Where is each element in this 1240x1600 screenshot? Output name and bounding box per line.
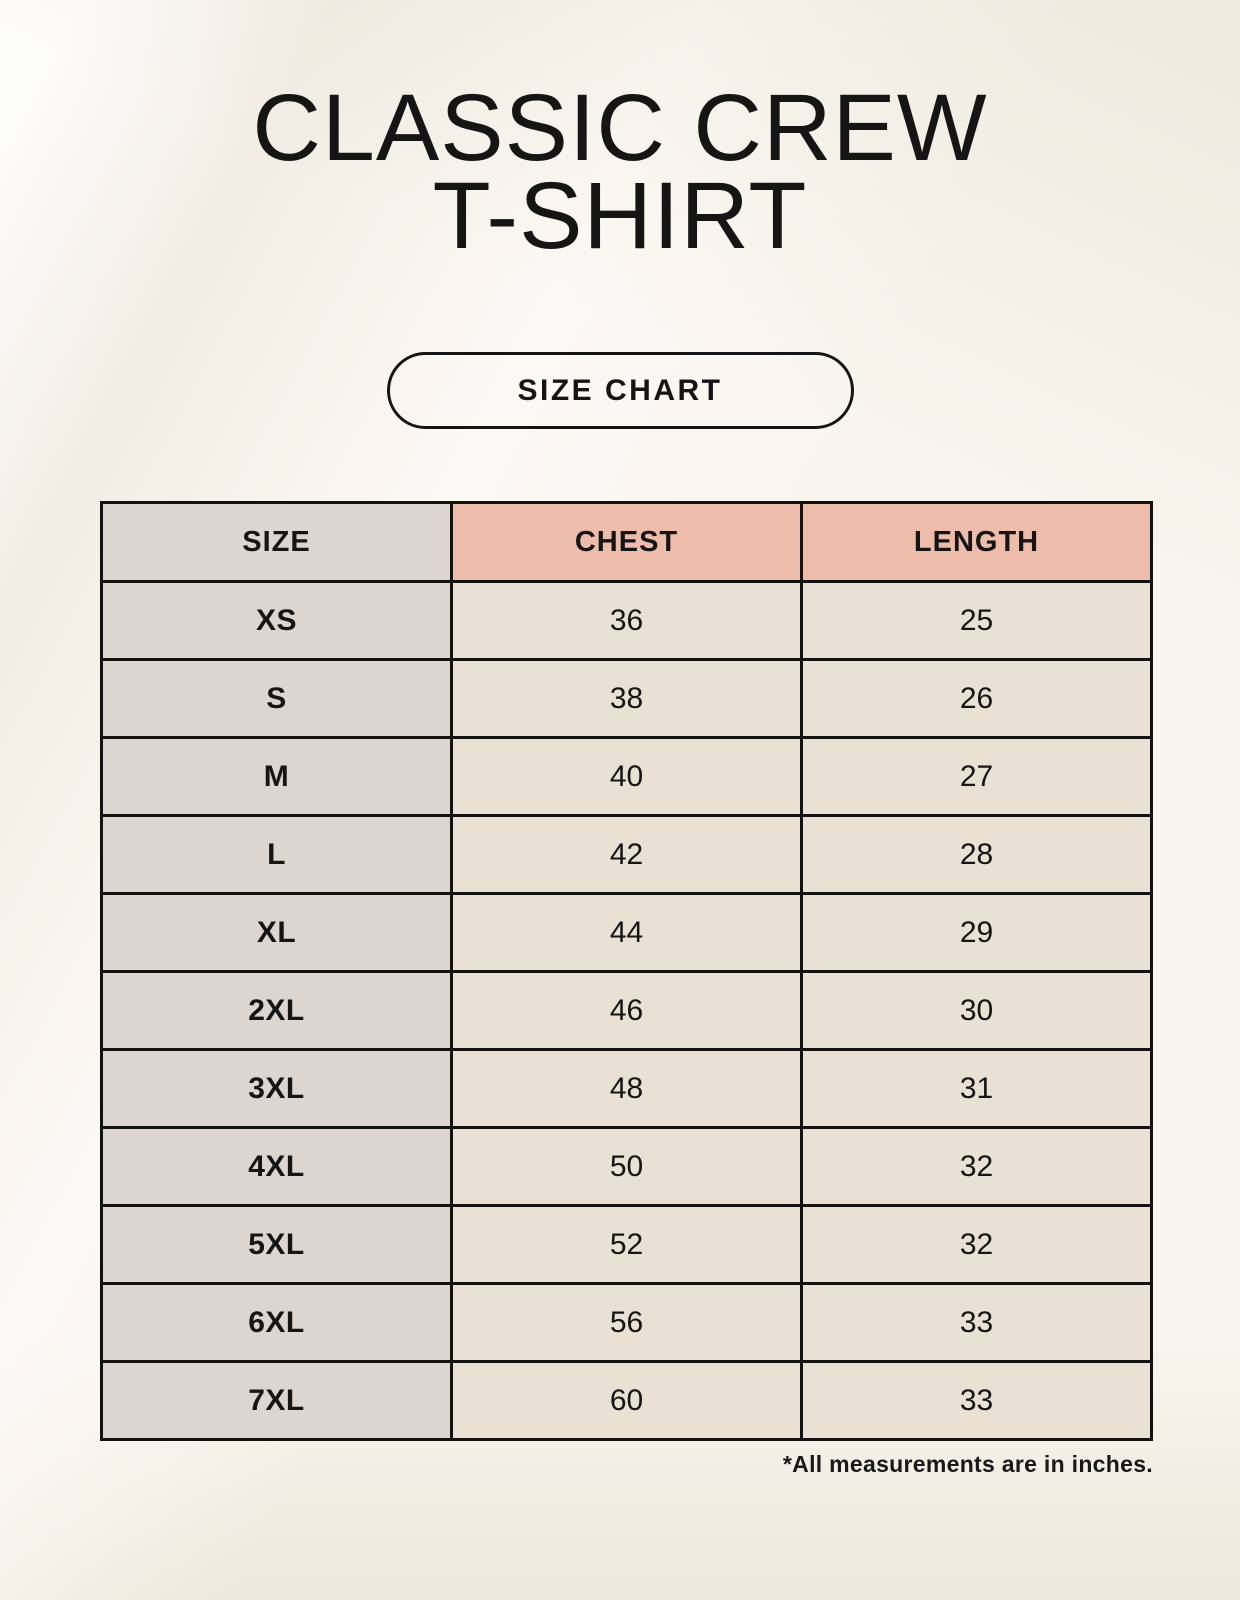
size-chart-button-label: SIZE CHART bbox=[517, 373, 723, 407]
chest-cell: 60 bbox=[450, 1360, 803, 1441]
chest-cell: 42 bbox=[450, 814, 803, 895]
size-cell: 7XL bbox=[100, 1360, 453, 1441]
size-chart-table-head: SIZE CHEST LENGTH bbox=[100, 501, 1153, 583]
table-row: XS 36 25 bbox=[100, 580, 1153, 661]
length-cell: 32 bbox=[800, 1204, 1153, 1285]
table-row: L 42 28 bbox=[100, 814, 1153, 895]
chest-cell: 52 bbox=[450, 1204, 803, 1285]
size-cell: XS bbox=[100, 580, 453, 661]
chest-cell: 46 bbox=[450, 970, 803, 1051]
size-cell: XL bbox=[100, 892, 453, 973]
column-header-size: SIZE bbox=[100, 501, 453, 583]
column-header-chest: CHEST bbox=[450, 501, 803, 583]
chest-cell: 38 bbox=[450, 658, 803, 739]
length-cell: 25 bbox=[800, 580, 1153, 661]
length-cell: 30 bbox=[800, 970, 1153, 1051]
length-cell: 32 bbox=[800, 1126, 1153, 1207]
size-cell: 6XL bbox=[100, 1282, 453, 1363]
table-row: 6XL 56 33 bbox=[100, 1282, 1153, 1363]
length-cell: 29 bbox=[800, 892, 1153, 973]
size-chart-button[interactable]: SIZE CHART bbox=[386, 352, 854, 429]
table-row: S 38 26 bbox=[100, 658, 1153, 739]
page-title-line1: CLASSIC CREW bbox=[252, 75, 988, 181]
size-cell: 5XL bbox=[100, 1204, 453, 1285]
size-cell: 4XL bbox=[100, 1126, 453, 1207]
table-row: 5XL 52 32 bbox=[100, 1204, 1153, 1285]
chest-cell: 56 bbox=[450, 1282, 803, 1363]
length-cell: 28 bbox=[800, 814, 1153, 895]
size-cell: L bbox=[100, 814, 453, 895]
size-cell: S bbox=[100, 658, 453, 739]
size-cell: M bbox=[100, 736, 453, 817]
size-cell: 2XL bbox=[100, 970, 453, 1051]
table-row: M 40 27 bbox=[100, 736, 1153, 817]
table-row: XL 44 29 bbox=[100, 892, 1153, 973]
length-cell: 27 bbox=[800, 736, 1153, 817]
page-title: CLASSIC CREW T-SHIRT bbox=[0, 0, 1240, 269]
column-header-length: LENGTH bbox=[800, 501, 1153, 583]
length-cell: 26 bbox=[800, 658, 1153, 739]
size-chart-table: SIZE CHEST LENGTH XS 36 25 S 38 26 M 40 27 L 42 28 XL 4… bbox=[100, 501, 1153, 1441]
size-chart-table-body: XS 36 25 S 38 26 M 40 27 L 42 28 XL 44 29 2XL 46 30 3XL 48 3… bbox=[100, 580, 1153, 1441]
header-row: SIZE CHEST LENGTH bbox=[100, 501, 1153, 583]
table-row: 4XL 50 32 bbox=[100, 1126, 1153, 1207]
table-row: 3XL 48 31 bbox=[100, 1048, 1153, 1129]
chest-cell: 44 bbox=[450, 892, 803, 973]
chest-cell: 50 bbox=[450, 1126, 803, 1207]
size-cell: 3XL bbox=[100, 1048, 453, 1129]
page-title-line2: T-SHIRT bbox=[432, 163, 808, 269]
chest-cell: 40 bbox=[450, 736, 803, 817]
length-cell: 33 bbox=[800, 1282, 1153, 1363]
footnote: *All measurements are in inches. bbox=[782, 1451, 1153, 1477]
table-row: 7XL 60 33 bbox=[100, 1360, 1153, 1441]
chest-cell: 48 bbox=[450, 1048, 803, 1129]
table-row: 2XL 46 30 bbox=[100, 970, 1153, 1051]
length-cell: 33 bbox=[800, 1360, 1153, 1441]
length-cell: 31 bbox=[800, 1048, 1153, 1129]
chest-cell: 36 bbox=[450, 580, 803, 661]
